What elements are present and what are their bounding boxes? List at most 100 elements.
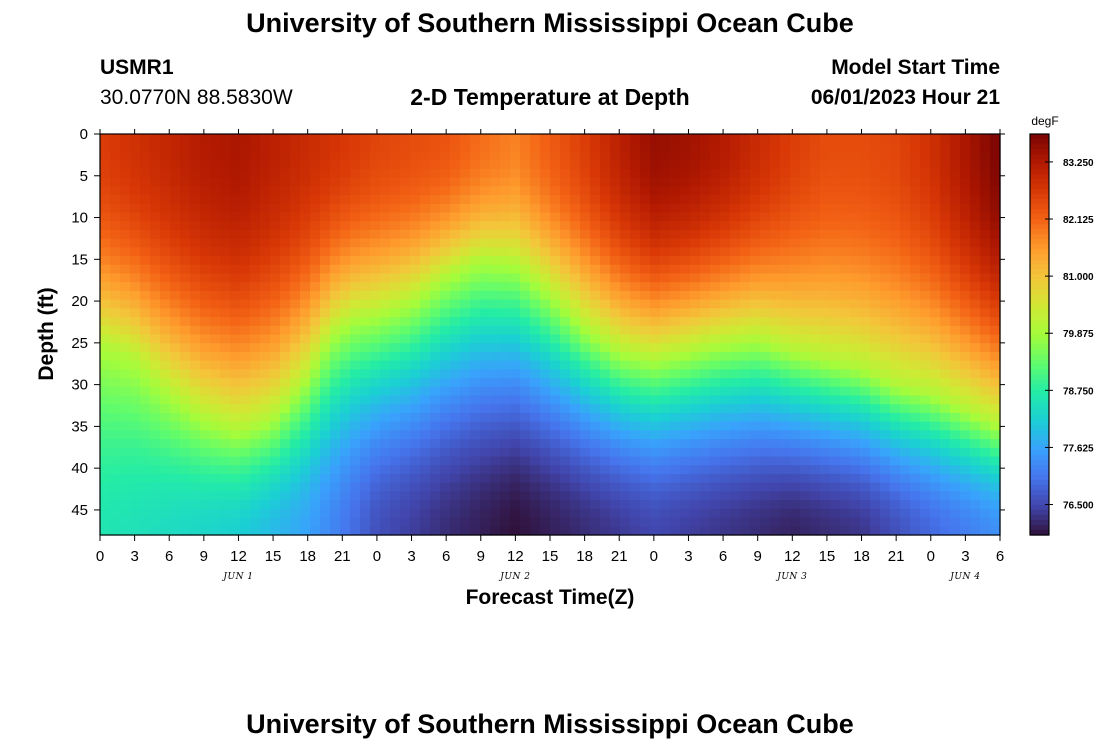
heatmap-cell [580,195,591,205]
heatmap-cell [630,290,641,301]
heatmap-cell [870,334,881,344]
heatmap-cell [210,160,221,170]
heatmap-cell [200,386,211,397]
heatmap-cell [240,317,251,327]
heatmap-cell [100,264,111,275]
heatmap-cell [610,273,621,283]
heatmap-cell [930,500,941,510]
heatmap-cell [770,308,781,318]
heatmap-cell [310,325,321,336]
colorbar-swatch [1030,279,1049,285]
heatmap-cell [710,430,721,440]
heatmap-cell [300,360,311,370]
heatmap-cell [810,378,821,388]
heatmap-cell [610,526,621,536]
heatmap-cell [830,456,841,466]
x-tick-label: 0 [927,548,935,565]
heatmap-cell [820,404,831,414]
heatmap-cell [870,395,881,405]
heatmap-cell [770,317,781,327]
heatmap-cell [130,229,141,240]
x-tick-label: 18 [299,548,316,565]
heatmap-cell [290,290,301,301]
heatmap-cell [970,273,981,283]
heatmap-cell [410,465,421,475]
heatmap-cell [850,395,861,405]
heatmap-cell [700,343,711,353]
heatmap-cell [420,290,431,301]
colorbar-swatch [1030,169,1049,175]
heatmap-cell [460,439,471,449]
heatmap-cell [760,203,771,214]
heatmap-cell [230,473,241,484]
heatmap-cell [890,247,901,257]
heatmap-cell [520,282,531,292]
heatmap-cell [880,334,891,344]
heatmap-cell [580,282,591,292]
heatmap-cell [580,160,591,170]
heatmap-cell [100,378,111,388]
heatmap-cell [910,439,921,449]
heatmap-cell [680,151,691,161]
heatmap-cell [190,404,201,414]
heatmap-cell [140,142,151,153]
heatmap-cell [730,290,741,301]
heatmap-cell [570,447,581,458]
heatmap-cell [820,229,831,240]
heatmap-cell [660,168,671,179]
heatmap-cell [430,160,441,170]
heatmap-cell [910,526,921,536]
heatmap-cell [210,412,221,423]
heatmap-cell [960,168,971,179]
heatmap-cell [240,238,251,248]
heatmap-cell [800,134,811,144]
colorbar-tick-label: 76.500 [1063,501,1094,512]
heatmap-cell [900,404,911,414]
heatmap-cell [570,317,581,327]
heatmap-cell [910,282,921,292]
heatmap-cell [890,221,901,231]
heatmap-cell [490,482,501,493]
heatmap-cell [570,186,581,196]
heatmap-cell [990,395,1001,405]
heatmap-cell [740,526,751,536]
colorbar-swatch [1030,179,1049,185]
heatmap-cell [560,142,571,153]
heatmap-cell [520,221,531,231]
heatmap-cell [190,395,201,405]
heatmap-cell [830,404,841,414]
heatmap-cell [250,404,261,414]
heatmap-cell [700,482,711,493]
heatmap-cell [120,517,131,527]
heatmap-cell [410,308,421,318]
heatmap-cell [600,195,611,205]
heatmap-cell [130,508,141,519]
heatmap-cell [780,456,791,466]
heatmap-cell [260,334,271,344]
heatmap-cell [660,203,671,214]
heatmap-cell [580,412,591,423]
heatmap-cell [230,456,241,466]
heatmap-cell [410,195,421,205]
heatmap-cell [200,247,211,257]
heatmap-cell [390,447,401,458]
heatmap-cell [750,482,761,493]
heatmap-cell [810,264,821,275]
heatmap-cell [510,395,521,405]
colorbar-swatch [1030,394,1049,401]
heatmap-cell [200,290,211,301]
heatmap-cell [100,395,111,405]
heatmap-cell [320,465,331,475]
heatmap-cell [260,256,271,266]
heatmap-cell [860,273,871,283]
heatmap-cell [900,386,911,397]
heatmap-cell [730,491,741,501]
heatmap-cell [580,256,591,266]
heatmap-cell [690,273,701,283]
heatmap-cell [850,517,861,527]
heatmap-cell [580,212,591,222]
colorbar-tick-label: 77.625 [1063,443,1094,454]
heatmap-cell [950,290,961,301]
heatmap-cell [790,430,801,440]
heatmap-cell [900,343,911,353]
